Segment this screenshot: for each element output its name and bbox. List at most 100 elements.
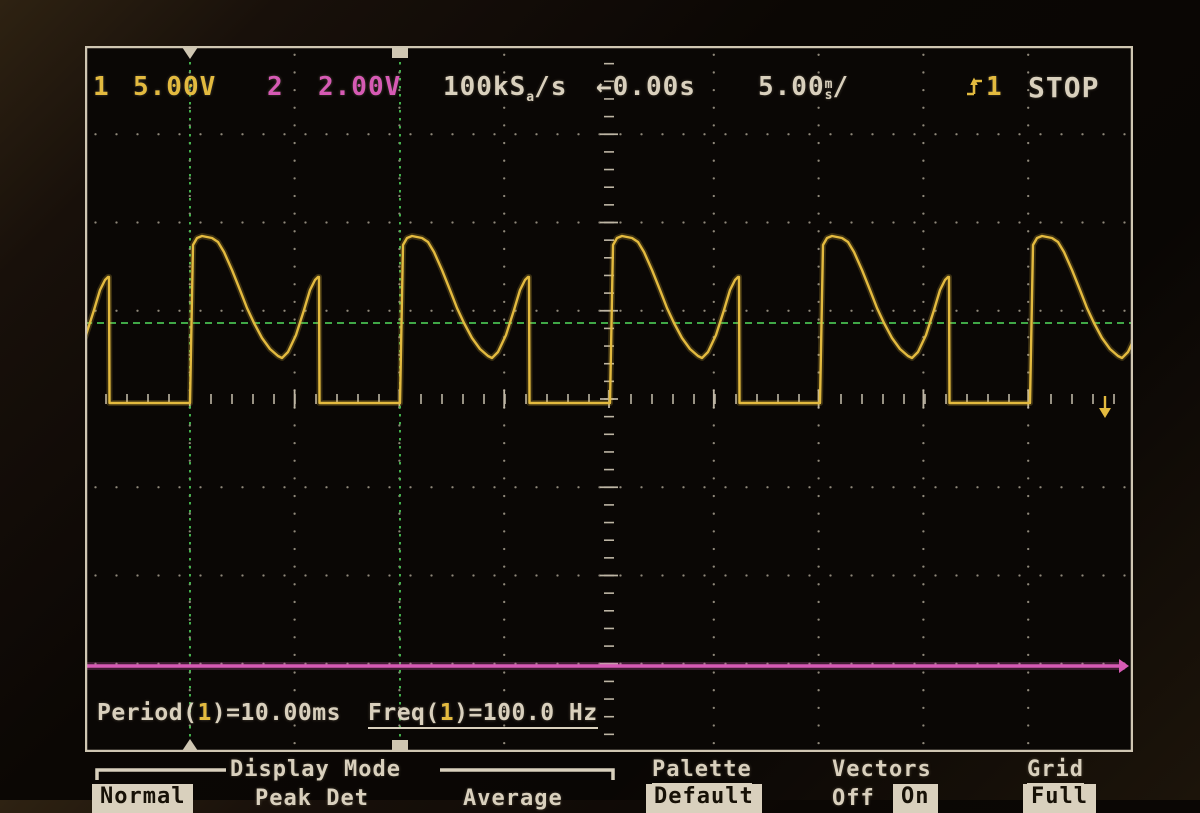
grid-dot [188, 441, 191, 445]
trigger-source: 1 [986, 72, 1003, 102]
grid-dot [817, 53, 820, 56]
softkey-palette-default[interactable]: Default [646, 784, 762, 813]
grid-dot [293, 230, 296, 233]
softkey-display-normal[interactable]: Normal [92, 784, 194, 813]
grid-dot [1039, 574, 1042, 577]
softkey-display-peak-det[interactable]: Peak Det [255, 786, 369, 811]
grid-dot [817, 106, 820, 109]
grid-dot [766, 221, 769, 224]
grid-dot [1027, 265, 1030, 268]
grid-dot [976, 486, 979, 489]
softkey-vectors-on[interactable]: On [893, 784, 938, 813]
grid-dot [293, 671, 296, 674]
grid-dot [577, 309, 580, 312]
grid-dot [451, 574, 454, 577]
menu-palette-label: Palette [652, 758, 752, 785]
grid-dot [712, 88, 715, 92]
timebase-unit-bottom: s [824, 88, 833, 103]
cursor2-bottom-marker [392, 740, 408, 751]
grid-dot [892, 133, 895, 136]
grid-dot [712, 600, 715, 604]
grid-dot [1027, 71, 1030, 74]
grid-dot [1027, 88, 1030, 92]
grid-dot [871, 221, 874, 224]
grid-dot [188, 106, 191, 109]
grid-dot [922, 565, 925, 568]
grid-dot [503, 141, 506, 145]
grid-dot [712, 494, 715, 498]
grid-dot [703, 221, 706, 224]
grid-dot [640, 221, 643, 224]
grid-dot [922, 618, 925, 621]
grid-dot [293, 71, 296, 74]
grid-dot [1027, 494, 1030, 498]
grid-dot [871, 574, 874, 577]
grid-dot [398, 547, 401, 551]
grid-dot [1039, 221, 1042, 224]
grid-dot [178, 133, 181, 136]
grid-dot [922, 106, 925, 109]
softkey-display-average[interactable]: Average [463, 786, 563, 811]
grid-dot [346, 574, 349, 577]
grid-dot [1027, 600, 1030, 604]
grid-dot [808, 309, 811, 312]
ch2-badge[interactable]: 2 [267, 72, 284, 102]
grid-dot [304, 574, 307, 577]
grid-dot [157, 309, 160, 312]
grid-dot [136, 574, 139, 577]
grid-dot [503, 53, 506, 56]
grid-dot [1081, 221, 1084, 224]
grid-dot [325, 133, 328, 136]
ch1-trace [85, 234, 1133, 405]
grid-dot [503, 618, 506, 621]
grid-dot [388, 574, 391, 577]
grid-dot [817, 318, 820, 321]
grid-dot [703, 133, 706, 136]
grid-dot [398, 512, 401, 515]
grid-dot [293, 565, 296, 568]
grid-dot [293, 494, 296, 498]
cursor2-top-marker [392, 47, 408, 58]
grid-dot [766, 309, 769, 312]
grid-dot [661, 574, 664, 577]
grid-dot [1027, 530, 1030, 533]
grid-dot [922, 353, 925, 356]
grid-dot [398, 265, 401, 268]
grid-dot [304, 133, 307, 136]
grid-dot [188, 283, 191, 286]
grid-dot [922, 283, 925, 286]
grid-dot [1102, 574, 1105, 577]
grid-dot [997, 574, 1000, 577]
grid-dot [1102, 133, 1105, 136]
grid-dot [503, 318, 506, 321]
grid-dot [745, 221, 748, 224]
grid-dot [640, 133, 643, 136]
grid-dot [640, 309, 643, 312]
grid-dot [157, 221, 160, 224]
softkey-grid-full[interactable]: Full [1023, 784, 1096, 813]
grid-dot [724, 221, 727, 224]
grid-dot [503, 477, 506, 480]
grid-dot [503, 124, 506, 127]
grid-dot [503, 106, 506, 109]
grid-dot [817, 512, 820, 515]
grid-dot [1027, 583, 1030, 586]
softkey-vectors-off[interactable]: Off [832, 786, 875, 811]
grid-dot [955, 221, 958, 224]
grid-dot [661, 133, 664, 136]
grid-dot [922, 141, 925, 145]
grid-dot [451, 309, 454, 312]
grid-dot [922, 265, 925, 268]
grid-dot [188, 600, 191, 604]
measurement-freq[interactable]: Freq(1)=100.0 Hz [368, 700, 598, 729]
grid-dot [262, 221, 265, 224]
ch1-badge[interactable]: 1 [93, 72, 110, 102]
grid-dot [817, 283, 820, 286]
grid-dot [817, 459, 820, 462]
grid-dot [1027, 106, 1030, 109]
grid-dot [712, 653, 715, 657]
grid-dot [1039, 486, 1042, 489]
grid-dot [188, 124, 191, 127]
grid-dot [293, 247, 296, 251]
grid-dot [829, 486, 832, 489]
